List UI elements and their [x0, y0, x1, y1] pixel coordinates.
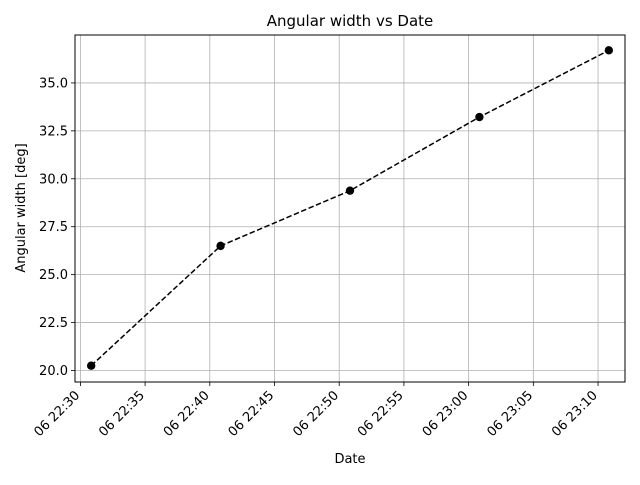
- x-tick-label: 06 23:00: [420, 388, 472, 440]
- y-tick-label: 32.5: [39, 124, 68, 139]
- y-axis-label: Angular width [deg]: [14, 143, 29, 272]
- data-point: [345, 186, 355, 195]
- y-axis: 20.0 22.5 25.0 27.5 30.0 32.5 35.0: [39, 76, 75, 379]
- x-tick-label: 06 22:35: [96, 388, 148, 440]
- y-tick-label: 22.5: [39, 316, 68, 331]
- x-tick-label: 06 22:50: [290, 388, 342, 440]
- data-point: [475, 112, 484, 122]
- x-tick-label: 06 22:55: [355, 388, 407, 440]
- x-tick-label: 06 23:05: [484, 388, 536, 440]
- x-axis-label: Date: [334, 452, 365, 467]
- y-tick-label: 20.0: [39, 364, 68, 379]
- series-layer: [86, 46, 614, 370]
- x-axis: 06 22:30 06 22:35 06 22:40 06 22:45 06 22:50…: [32, 382, 601, 440]
- y-tick-label: 35.0: [39, 76, 68, 91]
- data-point: [604, 46, 614, 55]
- data-point: [86, 361, 96, 370]
- y-tick-label: 27.5: [39, 220, 68, 235]
- series-line: [90, 49, 610, 367]
- x-tick-label: 06 22:30: [32, 388, 84, 440]
- x-tick-label: 06 23:10: [549, 388, 601, 440]
- chart-title: Angular width vs Date: [267, 12, 434, 30]
- plot-frame: [74, 34, 626, 383]
- grid: [75, 35, 625, 382]
- x-tick-label: 06 22:40: [161, 388, 213, 440]
- y-tick-label: 25.0: [39, 268, 68, 283]
- data-point: [216, 241, 225, 251]
- x-tick-label: 06 22:45: [226, 388, 278, 440]
- y-tick-label: 30.0: [39, 172, 68, 187]
